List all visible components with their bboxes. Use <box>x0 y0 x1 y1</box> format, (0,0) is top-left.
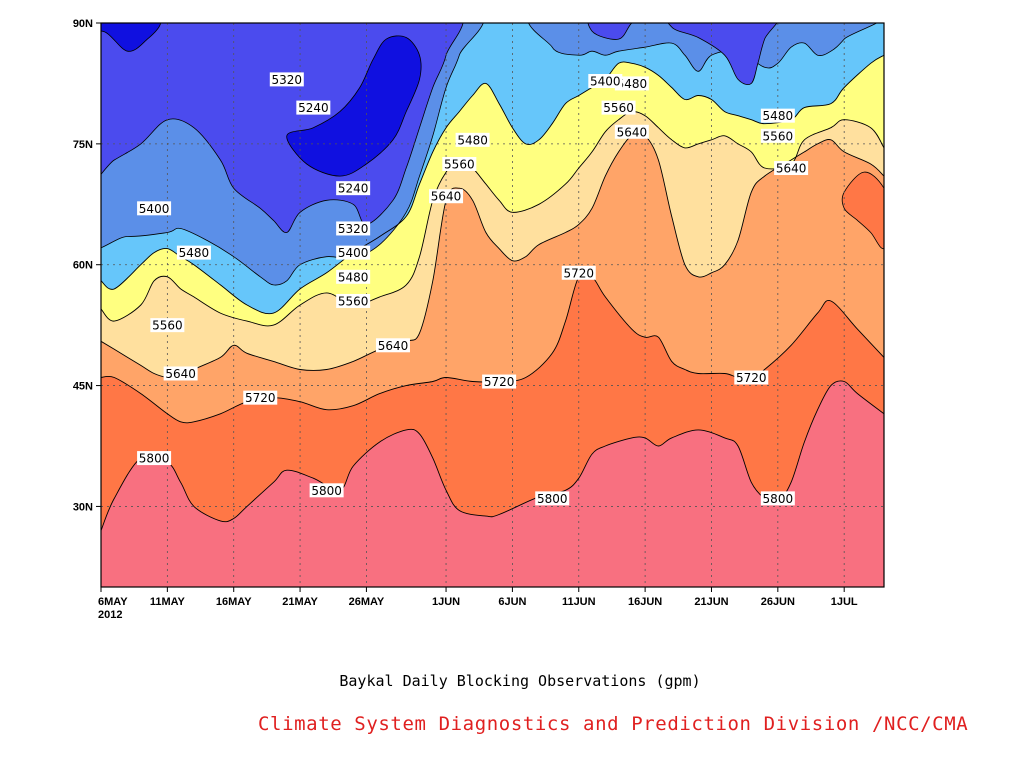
contour-label: 5480 <box>179 246 210 260</box>
contour-label: 5480 <box>763 109 794 123</box>
contour-label-bg <box>588 74 623 89</box>
warm-cell-5720 <box>841 171 884 250</box>
contour-label: 5800 <box>311 484 342 498</box>
contour-label-bg <box>336 221 371 236</box>
y-tick-label: 45N <box>73 381 93 393</box>
contour-label-bg <box>336 245 371 260</box>
upper-right-region-5320 <box>667 23 778 85</box>
contour-label-bg <box>774 161 809 176</box>
contour-label-bg <box>442 157 477 171</box>
contour-label-bg <box>163 366 198 381</box>
contour-label-bg <box>601 100 636 115</box>
contour-label-bg <box>734 370 769 385</box>
contour-label: 5480 <box>617 77 648 91</box>
x-tick-label: 26JUN <box>761 596 795 608</box>
contour-label-bg <box>309 483 344 498</box>
contour-label-bg <box>429 189 464 204</box>
contour-label: 5800 <box>139 452 170 466</box>
x-tick-label: 6MAY <box>98 596 128 608</box>
contour-label: 5240 <box>338 182 369 196</box>
contour-label: 5560 <box>152 319 183 333</box>
x-tick-year: 2012 <box>98 609 122 621</box>
plot-area: 5800 5800 5800 5800 5720 5720 5720 5720 5640 5640… <box>101 23 884 587</box>
contour-label: 5320 <box>272 73 303 87</box>
contour-label-bg <box>455 132 490 147</box>
contour-label: 5640 <box>378 339 409 353</box>
contour-label-bg <box>296 100 331 115</box>
contour-label-bg <box>482 374 517 389</box>
contour-label: 5560 <box>338 294 369 308</box>
x-tick-label: 16JUN <box>628 596 662 608</box>
x-tick-label: 21MAY <box>282 596 318 608</box>
contour-label: 5400 <box>139 202 170 216</box>
contour-label: 5800 <box>763 492 794 506</box>
upper-region-5320 <box>587 23 633 40</box>
corner-region-5240 <box>101 23 162 52</box>
x-tick-label: 1JUN <box>432 596 460 608</box>
contour-label-bg <box>137 201 172 216</box>
contour-label: 5720 <box>563 266 594 280</box>
contour-label-bg <box>760 491 795 506</box>
contour-label: 5560 <box>763 129 794 143</box>
contour-label-bg <box>614 124 649 139</box>
contour-label-bg <box>561 265 596 280</box>
contour-label: 5480 <box>338 270 369 284</box>
contour-label: 5800 <box>537 492 568 506</box>
contour-label: 5400 <box>338 246 369 260</box>
x-tick-label: 1JUL <box>831 596 858 608</box>
contour-label: 5320 <box>338 222 369 236</box>
contour-label: 5560 <box>444 158 475 172</box>
core-region-5240 <box>286 35 422 177</box>
x-tick-label: 6JUN <box>498 596 526 608</box>
chart-title: Baykal Daily Blocking Observations (gpm) <box>339 672 701 690</box>
x-tick-label: 11MAY <box>150 596 186 608</box>
x-tick-label: 26MAY <box>349 596 385 608</box>
contour-label-bg <box>535 491 570 506</box>
contour-label: 5400 <box>590 75 621 89</box>
contour-label: 5720 <box>245 391 276 405</box>
contour-label-bg <box>614 76 649 91</box>
contour-label-bg <box>269 72 304 87</box>
contour-label-bg <box>150 318 185 333</box>
contour-label-bg <box>336 181 371 196</box>
contour-label: 5720 <box>736 371 767 385</box>
credit-line: Climate System Diagnostics and Predictio… <box>258 713 969 735</box>
contour-label: 5720 <box>484 375 515 389</box>
contour-label: 5480 <box>457 133 488 147</box>
contour-label-bg <box>137 451 172 466</box>
contour-label-bg <box>336 293 371 308</box>
y-tick-label: 30N <box>73 501 93 513</box>
contour-label: 5240 <box>298 101 329 115</box>
contour-label-bg <box>375 338 410 353</box>
plot-frame <box>100 22 885 588</box>
contour-label-bg <box>760 128 795 143</box>
y-tick-label: 75N <box>73 139 93 151</box>
contour-line-5480 <box>101 54 884 315</box>
x-tick-label: 16MAY <box>216 596 252 608</box>
x-tick-label: 11JUN <box>562 596 596 608</box>
contour-label-bg <box>336 269 371 284</box>
contour-label: 5640 <box>431 190 462 204</box>
contour-label: 5560 <box>603 101 634 115</box>
y-tick-label: 90N <box>73 18 93 30</box>
contour-label-bg <box>243 390 278 405</box>
y-tick-label: 60N <box>73 260 93 272</box>
contour-label-bg <box>760 108 795 123</box>
x-tick-label: 21JUN <box>694 596 728 608</box>
contour-label: 5640 <box>776 162 807 176</box>
contour-label: 5640 <box>617 125 648 139</box>
contour-line-5640 <box>101 132 884 379</box>
contour-line-5560 <box>101 111 884 327</box>
contour-label-bg <box>176 245 211 260</box>
contour-label: 5640 <box>165 367 196 381</box>
